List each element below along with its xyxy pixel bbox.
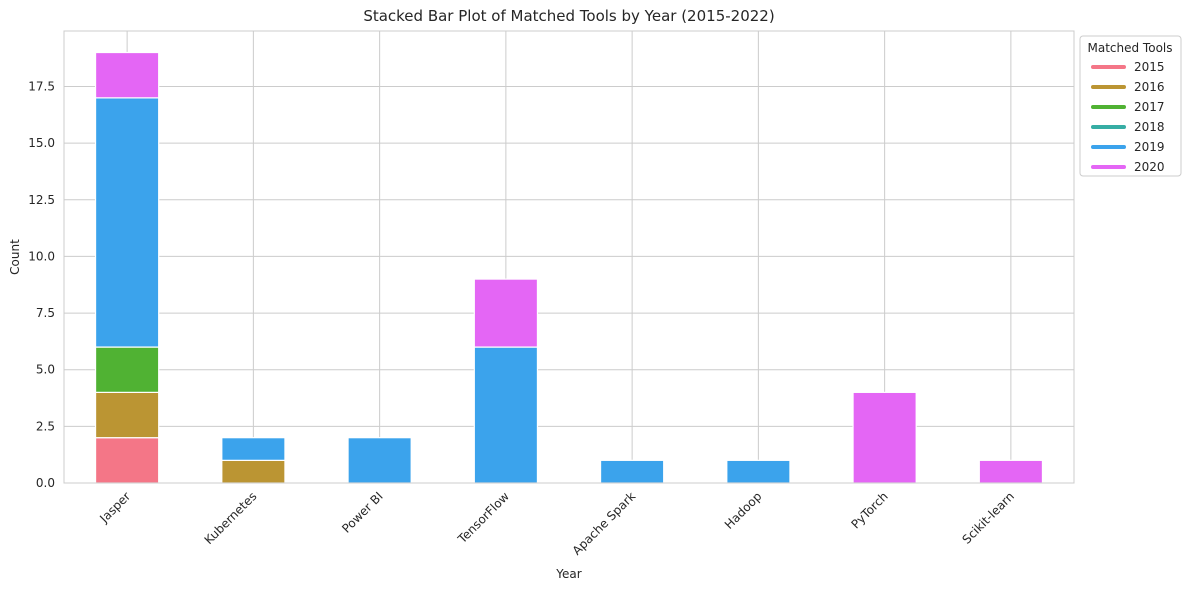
bar-segment: [94, 437, 160, 484]
y-tick-label: 7.5: [36, 306, 55, 320]
legend-box: [1079, 35, 1182, 177]
y-tick-label: 15.0: [28, 136, 55, 150]
x-tick-label: Jasper: [96, 489, 133, 526]
bar-segment: [852, 391, 917, 484]
bar-segment: [473, 346, 539, 484]
bar-segment: [347, 437, 412, 484]
x-axis-title: Year: [555, 567, 581, 581]
y-tick-label: 10.0: [28, 249, 55, 263]
plot-frame: [63, 30, 1075, 484]
legend-title: Matched Tools: [1088, 41, 1173, 55]
y-axis-title: Count: [8, 239, 22, 275]
bar-segment: [94, 391, 160, 439]
bar-segment: [94, 97, 160, 348]
legend-label: 2016: [1134, 80, 1165, 94]
grid-layer: [64, 31, 1074, 484]
legend-label: 2019: [1134, 140, 1165, 154]
bar-segment: [473, 278, 539, 348]
y-tick-label: 0.0: [36, 476, 55, 490]
y-tick-labels: 0.0 2.5 5.0 7.5 10.0 12.5 15.0 17.5: [28, 80, 55, 490]
x-tick-label: Power BI: [339, 489, 386, 536]
x-tick-labels: Jasper Kubernetes Power BI TensorFlow Apache…: [96, 489, 1017, 558]
bar-segment: [599, 459, 665, 484]
y-tick-label: 5.0: [36, 363, 55, 377]
legend-label: 2018: [1134, 120, 1165, 134]
x-tick-label: Hadoop: [722, 489, 765, 532]
x-tick-label: Scikit-learn: [960, 489, 1017, 546]
legend-label: 2015: [1134, 60, 1165, 74]
y-tick-label: 2.5: [36, 419, 55, 433]
x-tick-label: PyTorch: [848, 489, 890, 531]
legend-label: 2020: [1134, 160, 1165, 174]
x-tick-label: TensorFlow: [455, 489, 513, 547]
bar-segment: [94, 51, 160, 99]
x-tick-label: Kubernetes: [202, 489, 260, 547]
y-tick-label: 17.5: [28, 80, 55, 94]
bar-segment: [978, 459, 1044, 484]
bars-layer: [94, 51, 1044, 484]
legend: Matched Tools 2015 2016 2017 2018 2019 2020: [1079, 35, 1182, 177]
chart-title: Stacked Bar Plot of Matched Tools by Yea…: [363, 7, 774, 25]
x-tick-label: Apache Spark: [570, 489, 639, 558]
legend-label: 2017: [1134, 100, 1165, 114]
y-tick-label: 12.5: [28, 193, 55, 207]
bar-segment: [94, 346, 160, 393]
legend-items: 2015 2016 2017 2018 2019 2020: [1091, 60, 1165, 174]
bar-segment: [221, 459, 286, 484]
bar-segment: [726, 459, 791, 484]
bar-segment: [221, 437, 286, 461]
